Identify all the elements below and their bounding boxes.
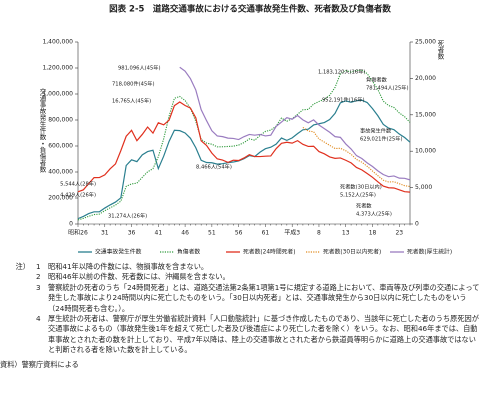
- y-tick-label: 400,000: [48, 169, 73, 176]
- x-tick-label: 56: [235, 230, 243, 237]
- note-number: 1: [36, 262, 41, 271]
- x-tick-label: 昭和26: [68, 229, 88, 237]
- annotation: 4,373人(25年): [356, 210, 392, 218]
- note-text: 昭和46年以前の件数、死者数には、沖縄県を含まない。: [48, 272, 230, 282]
- annotation: 4,429人(26年): [60, 191, 96, 199]
- annotation: 31,274人(26年): [108, 212, 147, 220]
- annotation: 952,191件(16年): [322, 96, 364, 104]
- annotation: 981,096人(45年): [118, 64, 160, 72]
- annotation: 負傷者数: [366, 76, 388, 84]
- y2-axis-label: 死者数: [436, 40, 444, 61]
- note-number: 3: [36, 282, 41, 292]
- y-tick-label: 800,000: [48, 117, 73, 124]
- annotation: 629,021件(25年): [360, 135, 402, 143]
- x-tick-label: 23: [395, 230, 403, 237]
- y2-tick-label: 10,000: [415, 148, 436, 155]
- x-tick-label: 平成3: [284, 229, 300, 237]
- y-tick-label: 200,000: [48, 195, 73, 202]
- annotation: 781,494人(25年): [366, 84, 408, 92]
- note-row: 4 厚生統計の死者は、警察庁が厚生労働省統計資料「人口動態統計」に基づき作成したも…: [0, 314, 500, 356]
- annotation: 1,183,120人(16年): [318, 68, 365, 76]
- legend-label: 負傷者数: [177, 248, 200, 256]
- annotation: 8,466人(54年): [196, 163, 232, 171]
- note-text: 厚生統計の死者は、警察庁が厚生労働省統計資料「人口動態統計」に基づき作成したもの…: [48, 314, 479, 355]
- x-tick-label: 61: [262, 230, 270, 237]
- y-axis-label: 交通事故発生件数・負傷者数: [38, 88, 46, 174]
- series-line: [77, 101, 411, 193]
- note-label: [0, 314, 36, 356]
- note-row: 3 警察統計の死者のうち「24時間死者」とは、道路交通法第2条第1項第1号に規定す…: [0, 283, 500, 314]
- y2-tick-label: 25,000: [415, 39, 436, 46]
- chart-title: 図表 2-5 道路交通事故における交通事故発生件数、死者数及び負傷者数: [109, 4, 391, 15]
- chart: 図表 2-5 道路交通事故における交通事故発生件数、死者数及び負傷者数 交通事故…: [38, 4, 452, 256]
- y-tick-label: 600,000: [48, 143, 73, 150]
- source: 資料）警察庁資料による: [0, 359, 79, 369]
- note-label: [0, 283, 36, 314]
- y2-tick-label: 15,000: [415, 111, 436, 118]
- y-tick-label: 1,000,000: [42, 91, 73, 98]
- y-tick-label: 1,400,000: [42, 39, 73, 46]
- annotation: 死者数(30日以内): [340, 183, 382, 191]
- note-label: [0, 272, 36, 282]
- x-tick-label: 41: [155, 230, 163, 237]
- y2-tick-label: 20,000: [415, 75, 436, 82]
- annotation: 5,544人(28年): [60, 180, 96, 188]
- note-row: 注） 1 昭和41年以降の件数には、物損事故を含まない。: [0, 262, 500, 272]
- series-line: [77, 69, 411, 221]
- annotation: 事故発生件数: [360, 127, 392, 135]
- annotation: 死者数: [356, 202, 372, 210]
- note-label: 注）: [15, 262, 30, 271]
- y2-tick-label: 5,000: [415, 184, 432, 191]
- note-row: 2 昭和46年以前の件数、死者数には、沖縄県を含まない。: [0, 272, 500, 282]
- note-text: 警察統計の死者のうち「24時間死者」とは、道路交通法第2条第1項第1号に規定する…: [48, 282, 480, 313]
- legend-label: 死者数(30日以内死者): [323, 248, 381, 256]
- annotation: 718,080件(45年): [112, 80, 154, 88]
- x-tick-label: 46: [181, 230, 189, 237]
- note-number: 4: [36, 314, 41, 324]
- series-line: [179, 66, 411, 181]
- notes: 注） 1 昭和41年以降の件数には、物損事故を含まない。 2 昭和46年以前の件数、死者…: [0, 262, 500, 370]
- x-tick-label: 31: [101, 230, 109, 237]
- series-line: [77, 99, 411, 220]
- x-tick-label: 51: [208, 230, 216, 237]
- y2-tick-label: 0: [415, 221, 419, 228]
- x-tick-label: 36: [128, 230, 136, 237]
- y-tick-label: 1,200,000: [42, 65, 73, 72]
- x-tick-label: 13: [342, 230, 350, 237]
- annotation: 5,152人(25年): [340, 191, 376, 199]
- y-tick-label: 0: [69, 221, 73, 228]
- legend-label: 死者数(24時間死者): [243, 248, 295, 256]
- legend-label: 交通事故発生件数: [95, 248, 142, 256]
- legend-label: 死者数(厚生統計): [407, 248, 452, 256]
- x-tick-label: 18: [369, 230, 377, 237]
- x-tick-label: 8: [317, 230, 321, 237]
- note-number: 2: [36, 272, 41, 282]
- annotation: 16,765人(45年): [112, 97, 151, 105]
- note-text: 昭和41年以降の件数には、物損事故を含まない。: [48, 262, 209, 271]
